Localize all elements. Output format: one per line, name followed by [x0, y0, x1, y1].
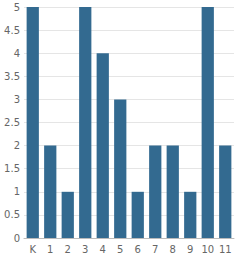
- svg-text:K: K: [29, 244, 36, 255]
- svg-text:4: 4: [100, 244, 106, 255]
- svg-text:3: 3: [14, 94, 20, 105]
- svg-text:5: 5: [14, 2, 20, 13]
- svg-text:8: 8: [170, 244, 176, 255]
- svg-text:1: 1: [47, 244, 53, 255]
- svg-text:4.5: 4.5: [4, 25, 20, 36]
- svg-text:7: 7: [152, 244, 158, 255]
- svg-text:3: 3: [82, 244, 88, 255]
- svg-text:11: 11: [219, 244, 232, 255]
- svg-text:2: 2: [65, 244, 71, 255]
- svg-text:3.5: 3.5: [4, 71, 20, 82]
- svg-text:2: 2: [14, 140, 20, 151]
- svg-text:9: 9: [187, 244, 193, 255]
- svg-text:1.5: 1.5: [4, 163, 20, 174]
- svg-text:5: 5: [117, 244, 123, 255]
- svg-text:6: 6: [135, 244, 141, 255]
- svg-text:4: 4: [14, 48, 20, 59]
- svg-text:0: 0: [14, 233, 20, 244]
- svg-text:1: 1: [14, 186, 20, 197]
- svg-text:10: 10: [201, 244, 214, 255]
- svg-text:0.5: 0.5: [4, 209, 20, 220]
- svg-text:2.5: 2.5: [4, 117, 20, 128]
